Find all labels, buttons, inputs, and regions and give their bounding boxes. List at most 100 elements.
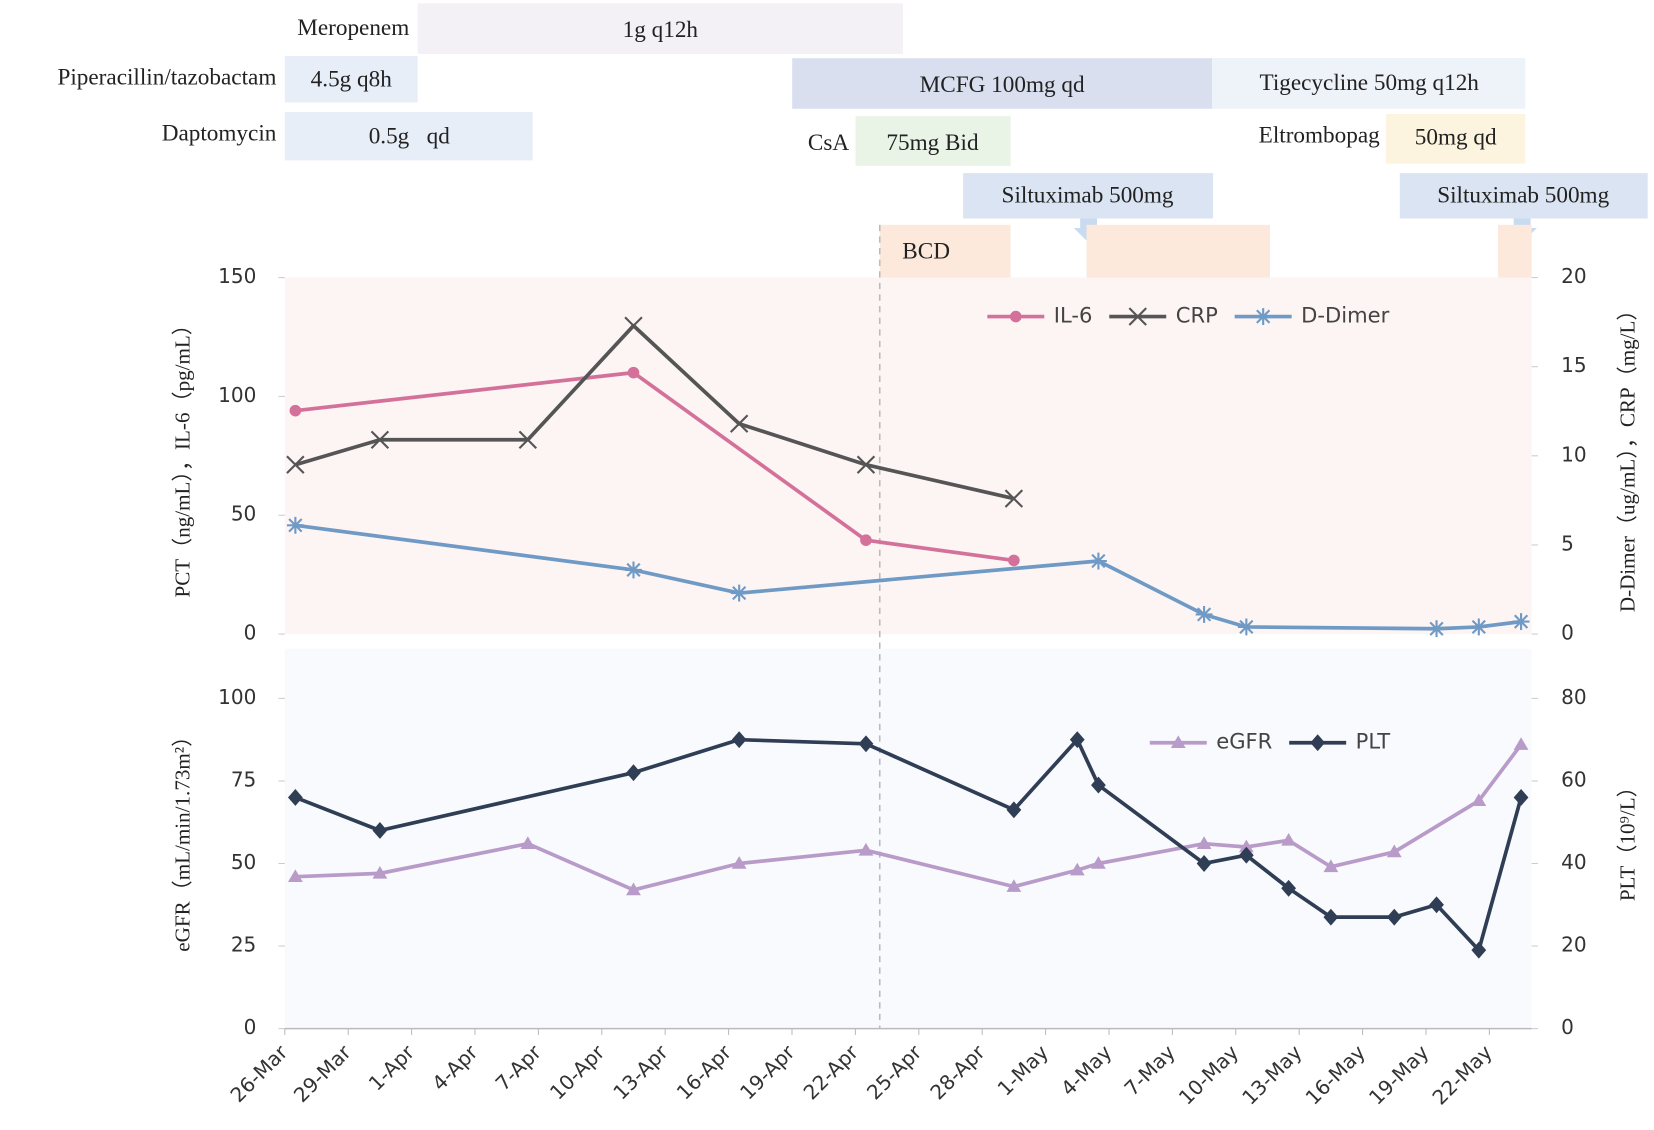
legend-label: IL-6 xyxy=(1054,303,1093,328)
x-tick-label: 13-May xyxy=(1237,1040,1306,1109)
y-tick-label: 50 xyxy=(231,502,257,526)
marker xyxy=(1170,735,1186,749)
y2-axis-label: PLT（10⁹/L） xyxy=(1616,776,1640,901)
regimen-bar xyxy=(417,3,903,54)
marker xyxy=(627,366,640,379)
marker xyxy=(731,856,747,869)
regimen-bar xyxy=(284,56,418,103)
x-tick-label: 22-May xyxy=(1427,1040,1496,1109)
bottom-panel-bg xyxy=(284,648,1532,1029)
marker xyxy=(1386,844,1402,858)
y-tick-label: 0 xyxy=(244,621,257,645)
marker xyxy=(1310,734,1326,752)
x-tick-label: 19-Apr xyxy=(735,1040,800,1105)
x-tick-label: 10-May xyxy=(1174,1040,1243,1109)
y2-tick-label: 10 xyxy=(1561,442,1587,466)
y-axis-label: eGFR（mL/min/1.73m²） xyxy=(170,726,194,952)
marker xyxy=(1004,489,1024,508)
y-tick-label: 0 xyxy=(244,1015,257,1039)
y-tick-label: 100 xyxy=(218,383,256,407)
dose-label: 0.5g qd xyxy=(369,124,451,150)
y2-tick-label: 40 xyxy=(1561,850,1587,874)
marker xyxy=(860,534,872,547)
marker xyxy=(626,882,641,896)
drug-label: Meropenem xyxy=(297,15,409,41)
marker xyxy=(858,842,874,856)
y2-tick-label: 0 xyxy=(1561,1015,1574,1039)
marker xyxy=(730,584,748,602)
y-tick-label: 50 xyxy=(231,850,257,874)
x-tick-label: 7-May xyxy=(1119,1040,1179,1100)
marker xyxy=(624,316,643,335)
marker xyxy=(1281,832,1296,846)
marker xyxy=(287,789,303,806)
marker xyxy=(286,516,304,534)
y2-tick-label: 5 xyxy=(1561,531,1574,555)
marker xyxy=(1069,731,1085,749)
x-tick-label: 22-Apr xyxy=(799,1040,864,1105)
x-tick-label: 16-May xyxy=(1301,1040,1370,1109)
marker xyxy=(286,455,305,474)
marker xyxy=(1089,552,1107,570)
x-tick-label: 10-Apr xyxy=(545,1040,610,1105)
y-tick-label: 150 xyxy=(218,264,256,288)
y-tick-label: 100 xyxy=(218,685,256,709)
regimen-bar xyxy=(1386,114,1526,164)
marker xyxy=(1195,606,1213,623)
marker xyxy=(1196,855,1212,872)
regimen-box xyxy=(963,173,1214,219)
x-tick-label: 13-Apr xyxy=(608,1040,673,1105)
x-tick-label: 7-Apr xyxy=(491,1040,547,1096)
marker xyxy=(1006,879,1022,892)
marker xyxy=(1428,620,1445,638)
marker xyxy=(1470,618,1488,636)
marker xyxy=(1128,307,1147,326)
y2-tick-label: 60 xyxy=(1561,767,1587,791)
y-tick-label: 25 xyxy=(231,933,257,957)
regimen-bar xyxy=(792,58,1213,109)
marker xyxy=(626,764,641,782)
marker xyxy=(1471,793,1487,807)
marker xyxy=(372,866,388,879)
marker xyxy=(1091,856,1106,869)
marker xyxy=(731,731,747,749)
y2-axis-label: D-Dimer（ug/mL），CRP（mg/L） xyxy=(1616,299,1640,612)
x-tick-label: 1-May xyxy=(993,1040,1053,1100)
dose-label: Tigecycline 50mg q12h xyxy=(1259,70,1479,96)
legend-label: PLT xyxy=(1356,729,1391,754)
y2-tick-label: 0 xyxy=(1561,621,1574,645)
dose-label: 50mg qd xyxy=(1415,125,1497,151)
marker xyxy=(625,561,642,579)
dose-label: 75mg Bid xyxy=(886,130,979,156)
x-tick-label: 1-Apr xyxy=(364,1040,420,1096)
legend-label: CRP xyxy=(1176,303,1218,328)
drug-label: CsA xyxy=(808,130,849,156)
marker xyxy=(1010,310,1022,323)
marker xyxy=(729,414,749,433)
x-tick-label: 4-May xyxy=(1056,1040,1116,1100)
marker xyxy=(1323,859,1339,873)
marker xyxy=(372,822,388,839)
dose-label: 4.5g q8h xyxy=(311,67,393,93)
y-tick-label: 75 xyxy=(231,767,257,791)
marker xyxy=(1281,879,1296,897)
dose-label: Siltuximab 500mg xyxy=(1437,183,1609,209)
series-line xyxy=(294,737,1523,953)
x-tick-label: 19-May xyxy=(1364,1040,1433,1109)
top-panel-bg xyxy=(284,277,1532,635)
y2-tick-label: 15 xyxy=(1561,353,1587,377)
x-tick-label: 4-Apr xyxy=(427,1040,483,1096)
marker xyxy=(289,404,302,417)
marker xyxy=(856,455,876,474)
x-tick-label: 29-Mar xyxy=(289,1040,356,1107)
regimen-box xyxy=(1399,173,1648,219)
regimen-bar xyxy=(1212,58,1526,109)
marker xyxy=(287,869,303,882)
drug-label: Eltrombopag xyxy=(1259,123,1380,149)
legend-label: eGFR xyxy=(1216,729,1272,754)
x-tick-label: 16-Apr xyxy=(672,1040,737,1105)
marker xyxy=(1196,836,1212,849)
bcd-box xyxy=(1086,224,1271,278)
dose-label: MCFG 100mg qd xyxy=(920,72,1085,98)
